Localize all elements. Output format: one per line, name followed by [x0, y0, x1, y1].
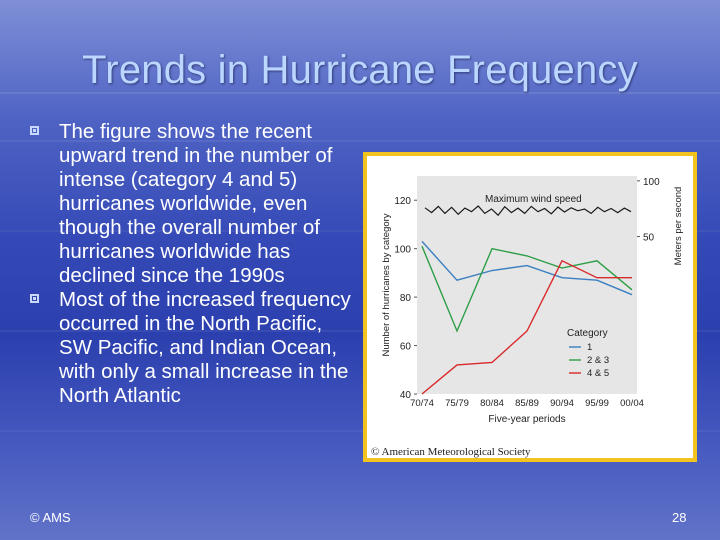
square-bullet-icon	[30, 126, 39, 135]
bullet-text: The figure shows the recent upward trend…	[59, 120, 333, 287]
figure-copyright: © American Meteorological Society	[371, 446, 531, 458]
wind-speed-annotation: Maximum wind speed	[485, 194, 582, 205]
x-axis-label: Five-year periods	[488, 414, 565, 425]
y2-tick-label: 50	[643, 233, 655, 244]
legend-label: 1	[587, 342, 592, 353]
figure-panel: 40 60 80 100 120 50 100 70/74 75/79 80/84 85/89 90/…	[367, 156, 693, 458]
series-line-2	[421, 245, 633, 333]
legend-title: Category	[567, 328, 608, 339]
x-tick-label: 70/74	[410, 398, 434, 409]
x-tick-label: 85/89	[515, 398, 539, 409]
square-bullet-icon	[30, 294, 39, 303]
y-tick-label: 40	[400, 390, 412, 401]
x-tick-label: 95/99	[585, 398, 609, 409]
page-number: 28	[672, 510, 687, 525]
y-tick-label: 120	[394, 196, 411, 207]
y-tick-label: 60	[400, 342, 412, 353]
legend-label: 2 & 3	[587, 355, 609, 366]
x-tick-label: 90/94	[550, 398, 574, 409]
y-tick-label: 80	[400, 293, 412, 304]
bullet-text: Most of the increased frequency occurred…	[59, 288, 351, 407]
y2-axis-label: Meters per second	[673, 187, 684, 266]
x-tick-label: 75/79	[445, 398, 469, 409]
wind-speed-line	[424, 205, 632, 217]
y-tick-label: 100	[394, 245, 411, 256]
plot-area	[417, 176, 637, 394]
slide-title: Trends in Hurricane Frequency	[82, 48, 638, 92]
series-line-3	[421, 259, 632, 395]
footer-credit: © AMS	[30, 510, 71, 525]
hurricane-trend-chart: 40 60 80 100 120 50 100 70/74 75/79 80/84 85/89 90/…	[381, 176, 684, 425]
figure-frame: 40 60 80 100 120 50 100 70/74 75/79 80/84 85/89 90/…	[363, 152, 697, 462]
bullet-item: The figure shows the recent upward trend…	[30, 120, 360, 288]
y2-tick-label: 100	[643, 177, 660, 188]
series-line-1	[421, 240, 633, 296]
legend-label: 4 & 5	[587, 368, 609, 379]
bullet-item: Most of the increased frequency occurred…	[30, 288, 360, 408]
x-tick-label: 80/84	[480, 398, 504, 409]
x-tick-label: 00/04	[620, 398, 644, 409]
bullet-list: The figure shows the recent upward trend…	[30, 120, 360, 408]
y-axis-label: Number of hurricanes by category	[381, 213, 392, 356]
